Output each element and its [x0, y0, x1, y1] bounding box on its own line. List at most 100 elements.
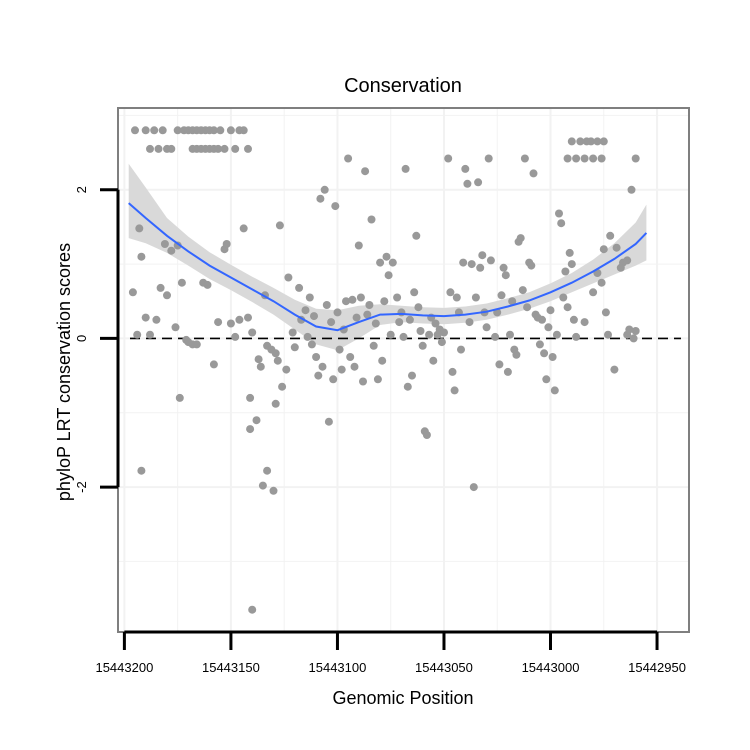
data-point	[416, 327, 425, 335]
data-point	[491, 332, 500, 341]
data-point	[623, 256, 632, 265]
x-tick-label: 15443050	[415, 660, 473, 675]
data-point	[444, 154, 453, 163]
data-point	[278, 382, 287, 391]
data-point	[508, 297, 517, 306]
data-point	[567, 260, 576, 269]
data-point	[128, 288, 137, 297]
data-point	[246, 425, 255, 434]
data-point	[141, 126, 150, 135]
data-point	[214, 318, 223, 327]
x-tick-label: 15443100	[309, 660, 367, 675]
data-point	[465, 318, 474, 327]
x-tick-label: 15443000	[522, 660, 580, 675]
data-point	[395, 318, 404, 327]
data-point	[318, 362, 327, 371]
data-point	[288, 328, 297, 337]
data-point	[563, 303, 572, 312]
data-point	[437, 338, 446, 347]
data-point	[461, 164, 470, 173]
data-point	[431, 319, 440, 328]
data-point	[469, 483, 478, 492]
data-point	[350, 362, 359, 371]
data-point	[503, 367, 512, 376]
data-point	[580, 318, 589, 327]
data-point	[373, 375, 382, 384]
data-point	[569, 315, 578, 324]
data-point	[367, 215, 376, 224]
data-point	[163, 291, 171, 300]
data-point	[152, 315, 161, 324]
data-point	[320, 185, 329, 194]
data-point	[616, 263, 625, 272]
data-point	[410, 288, 419, 297]
data-point	[252, 416, 261, 425]
data-point	[146, 144, 154, 153]
data-point	[220, 144, 229, 153]
chart-title: Conservation	[344, 75, 462, 97]
data-point	[135, 224, 144, 233]
data-point	[222, 240, 231, 248]
data-point	[587, 137, 595, 146]
data-point	[482, 323, 491, 332]
data-point	[226, 319, 235, 328]
data-point	[418, 341, 427, 350]
data-point	[425, 330, 434, 339]
data-point	[610, 365, 619, 374]
data-point	[550, 386, 559, 395]
data-point	[540, 349, 549, 358]
data-point	[203, 280, 212, 289]
data-point	[601, 308, 610, 317]
data-point	[171, 323, 180, 332]
data-point	[495, 360, 504, 369]
data-point	[235, 315, 244, 324]
data-point	[312, 353, 321, 361]
data-point	[167, 144, 176, 153]
data-point	[589, 288, 598, 297]
data-point	[271, 399, 280, 408]
data-point	[384, 271, 393, 280]
smooth-curve-layer	[128, 202, 648, 332]
data-point	[295, 283, 304, 292]
data-point	[452, 293, 461, 302]
data-point	[307, 340, 316, 349]
data-point	[572, 154, 581, 163]
data-point	[580, 154, 589, 163]
data-point	[555, 209, 563, 218]
data-point	[275, 221, 284, 230]
data-point	[160, 240, 169, 248]
data-point	[158, 126, 167, 135]
data-point	[177, 278, 186, 287]
data-point	[576, 137, 585, 146]
data-point	[552, 330, 561, 339]
data-point	[256, 362, 265, 371]
data-point	[342, 297, 350, 306]
data-point	[248, 605, 257, 614]
data-point	[271, 349, 280, 358]
data-point	[133, 330, 142, 339]
y-axis-label: phyloP LRT conservation scores	[54, 243, 74, 501]
data-point	[597, 278, 606, 287]
data-point	[192, 340, 201, 349]
data-point	[310, 312, 318, 321]
data-point	[563, 154, 572, 163]
data-point	[471, 293, 480, 302]
data-point	[154, 144, 163, 153]
data-point	[333, 308, 342, 317]
data-point	[269, 486, 278, 495]
data-point	[263, 466, 272, 475]
data-point	[559, 293, 568, 302]
data-point	[248, 328, 257, 337]
data-point	[501, 271, 510, 280]
data-point	[258, 481, 267, 490]
data-point	[523, 303, 532, 312]
y-tick-label: 2	[74, 186, 89, 193]
data-point	[209, 126, 218, 135]
data-point	[175, 393, 184, 402]
data-point	[486, 256, 495, 265]
data-point	[393, 293, 402, 302]
data-point	[371, 319, 380, 328]
data-point	[137, 252, 146, 261]
data-point	[542, 375, 551, 384]
